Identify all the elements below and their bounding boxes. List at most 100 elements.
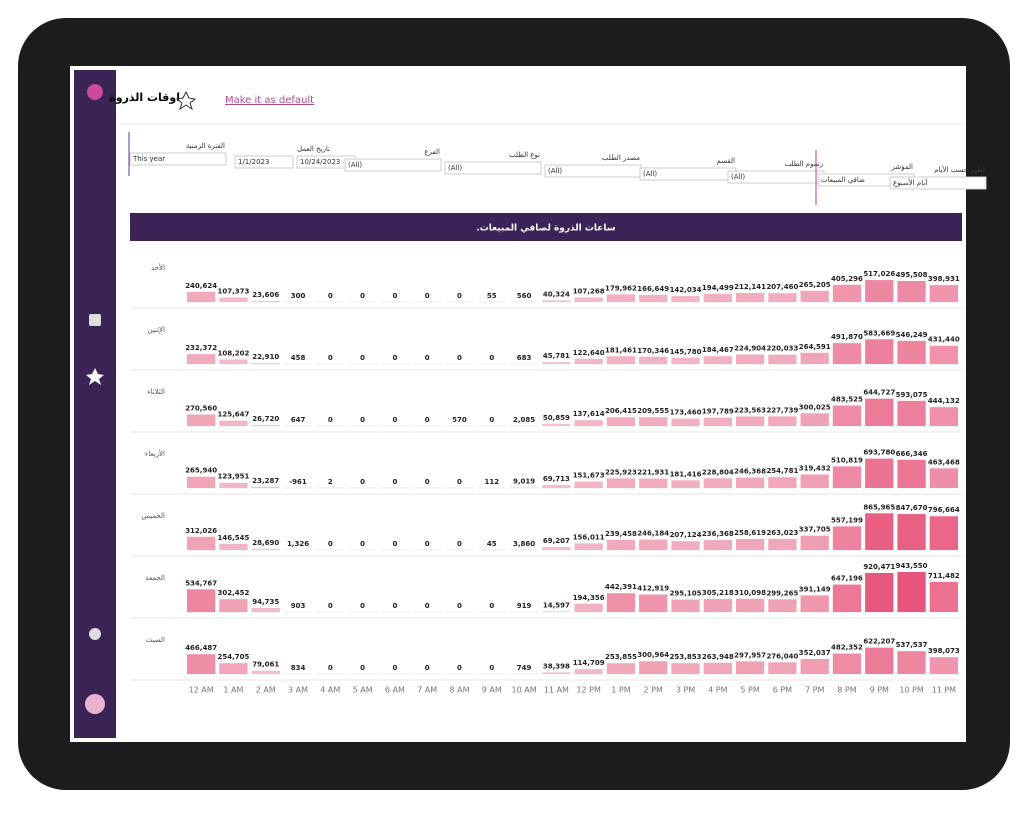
value-label: 0 bbox=[360, 354, 365, 362]
bar bbox=[768, 355, 796, 364]
value-label: 1,326 bbox=[287, 540, 309, 548]
row-label: الخميس bbox=[141, 512, 165, 520]
value-label: 0 bbox=[360, 540, 365, 548]
value-label: 236,368 bbox=[702, 530, 734, 538]
value-label: 0 bbox=[392, 292, 397, 300]
value-label: 693,780 bbox=[863, 449, 895, 457]
value-label: 0 bbox=[425, 664, 430, 672]
value-label: 903 bbox=[291, 602, 306, 610]
bar bbox=[801, 413, 829, 426]
value-label: 796,664 bbox=[928, 506, 960, 514]
value-label: 319,432 bbox=[799, 464, 831, 472]
value-label: 405,296 bbox=[831, 275, 863, 283]
row-label: الإثنين bbox=[148, 326, 165, 334]
value-label: 0 bbox=[360, 602, 365, 610]
bar bbox=[252, 425, 280, 426]
value-label: 263,023 bbox=[766, 529, 798, 537]
x-tick-label: 12 AM bbox=[189, 686, 214, 695]
value-label: 391,149 bbox=[799, 585, 831, 593]
bar bbox=[801, 595, 829, 612]
row-label: السبت bbox=[146, 636, 165, 644]
notifications-icon[interactable] bbox=[89, 628, 101, 640]
value-label: 495,508 bbox=[896, 271, 928, 279]
logo[interactable] bbox=[87, 84, 103, 100]
bar bbox=[865, 648, 893, 674]
value-label: 184,467 bbox=[702, 346, 734, 354]
bar bbox=[187, 654, 215, 674]
value-label: 265,205 bbox=[799, 281, 831, 289]
value-label: 0 bbox=[489, 354, 494, 362]
value-label: 398,931 bbox=[928, 275, 960, 283]
value-label: 431,440 bbox=[928, 336, 960, 344]
value-label: 295,105 bbox=[670, 589, 702, 597]
value-label: 305,218 bbox=[702, 589, 734, 597]
value-label: 644,727 bbox=[863, 389, 895, 397]
value-label: 0 bbox=[392, 602, 397, 610]
value-label: 223,563 bbox=[734, 407, 766, 415]
bar bbox=[930, 468, 958, 488]
value-label: 0 bbox=[457, 478, 462, 486]
bar bbox=[801, 536, 829, 550]
default-link[interactable]: Make it as default bbox=[225, 95, 314, 106]
value-label: 546,249 bbox=[896, 331, 928, 339]
bar bbox=[607, 478, 635, 488]
value-label: 14,597 bbox=[543, 601, 570, 609]
value-label: 0 bbox=[457, 602, 462, 610]
bar bbox=[542, 424, 570, 426]
bar bbox=[704, 663, 732, 674]
value-label: 145,780 bbox=[670, 348, 702, 356]
filter-label: المؤشر bbox=[891, 163, 914, 171]
bar bbox=[219, 663, 247, 674]
value-label: 920,471 bbox=[863, 563, 895, 571]
value-label: 166,649 bbox=[637, 285, 669, 293]
bar bbox=[736, 539, 764, 550]
bar bbox=[542, 611, 570, 612]
value-label: 173,460 bbox=[670, 409, 702, 417]
value-label: 2,085 bbox=[513, 416, 535, 424]
x-tick-label: 12 PM bbox=[576, 686, 601, 695]
value-label: 207,460 bbox=[766, 283, 798, 291]
value-label: 0 bbox=[457, 540, 462, 548]
x-tick-label: 1 PM bbox=[611, 686, 630, 695]
row-label: الثلاثاء bbox=[147, 388, 165, 396]
value-label: 3,860 bbox=[513, 540, 535, 548]
value-label: 225,923 bbox=[605, 468, 637, 476]
bar bbox=[219, 421, 247, 426]
value-label: 0 bbox=[457, 354, 462, 362]
value-label: -961 bbox=[289, 478, 307, 486]
bar bbox=[187, 537, 215, 550]
value-label: 0 bbox=[328, 540, 333, 548]
value-label: 557,199 bbox=[831, 516, 863, 524]
bar bbox=[639, 417, 667, 426]
x-tick-label: 1 AM bbox=[223, 686, 243, 695]
bar bbox=[736, 599, 764, 612]
chart-title: .ساعات الذروة لصافي المبيعات bbox=[476, 224, 615, 234]
bar bbox=[639, 594, 667, 612]
filter-value: (All) bbox=[448, 164, 462, 172]
bar bbox=[865, 459, 893, 488]
filter-label: أظهر حسب الأيام bbox=[934, 165, 985, 174]
value-label: 28,690 bbox=[252, 539, 279, 547]
value-label: 352,037 bbox=[799, 649, 831, 657]
value-label: 312,026 bbox=[185, 527, 217, 535]
bar bbox=[639, 357, 667, 364]
value-label: 264,591 bbox=[799, 343, 831, 351]
bar bbox=[736, 293, 764, 302]
value-label: 254,705 bbox=[217, 653, 249, 661]
bar bbox=[897, 572, 925, 612]
value-label: 246,184 bbox=[637, 530, 669, 538]
value-label: 69,713 bbox=[543, 475, 570, 483]
user-avatar[interactable] bbox=[85, 694, 105, 714]
dashboard-icon[interactable] bbox=[89, 314, 101, 326]
bar bbox=[736, 478, 764, 488]
value-label: 179,962 bbox=[605, 284, 637, 292]
value-label: 847,670 bbox=[896, 504, 928, 512]
bar bbox=[930, 407, 958, 426]
value-label: 583,669 bbox=[863, 329, 895, 337]
value-label: 0 bbox=[392, 416, 397, 424]
x-tick-label: 4 AM bbox=[320, 686, 340, 695]
bar bbox=[930, 516, 958, 550]
bar bbox=[187, 477, 215, 488]
value-label: 463,468 bbox=[928, 458, 960, 466]
value-label: 253,855 bbox=[605, 653, 637, 661]
